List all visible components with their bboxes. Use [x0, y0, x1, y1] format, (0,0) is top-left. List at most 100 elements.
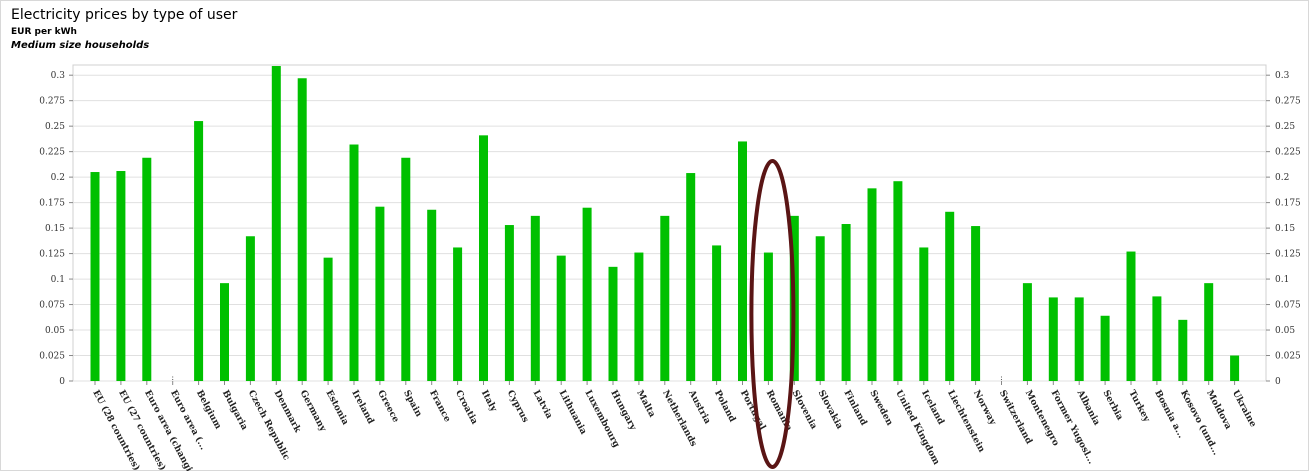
x-tick-label: Ukraine [1230, 389, 1258, 430]
bar [893, 181, 903, 381]
y-tick-label-right: 0.25 [1275, 122, 1295, 132]
bar [427, 209, 437, 381]
x-tick-label: Moldova [1204, 389, 1233, 432]
y-tick-label-right: 0.225 [1275, 148, 1301, 158]
bar [1100, 315, 1110, 381]
bar [1230, 355, 1240, 381]
x-tick-label: Iceland [919, 389, 946, 427]
bar [271, 66, 281, 382]
y-tick-label-right: 0.1 [1275, 275, 1289, 285]
y-tick-label-right: 0 [1275, 377, 1281, 387]
y-tick-label-left: 0.15 [45, 224, 65, 234]
bar [686, 173, 696, 381]
x-tick-label: Finland [841, 389, 868, 428]
bar [1204, 283, 1214, 381]
highlight-group [749, 159, 796, 469]
x-tick-label: Italy [479, 389, 499, 415]
bar [919, 247, 929, 381]
y-tick-label-right: 0.025 [1275, 352, 1301, 362]
bar [660, 215, 670, 381]
bar [349, 144, 359, 381]
bar [116, 171, 126, 381]
x-tick-label: Austria [686, 388, 713, 426]
x-tick-label: Spain [401, 389, 423, 419]
bar [1152, 296, 1162, 381]
y-tick-label-left: 0.3 [51, 71, 66, 81]
bar [867, 188, 877, 381]
y-tick-label-right: 0.275 [1275, 97, 1301, 107]
bar [608, 266, 618, 381]
bar [1126, 251, 1136, 381]
y-axis-right: 0 0.025 0.05 0.075 0.1 0.125 0.15 0.175 0.2 0.225… [1266, 71, 1301, 387]
bar [220, 283, 229, 381]
x-tick-label: Norway [971, 389, 998, 428]
y-tick-label-left: 0.05 [45, 326, 65, 336]
y-tick-label-left: 0.25 [45, 122, 65, 132]
x-tick-label: Germany [298, 389, 328, 434]
y-tick-label-left: 0.125 [39, 250, 65, 260]
bar [945, 211, 955, 381]
x-tick-label: Serbia [1100, 389, 1124, 423]
x-tick-label: EU (27 countries) [116, 388, 168, 471]
x-tick-label: Turkey [1126, 389, 1151, 425]
bar [1022, 283, 1032, 381]
y-tick-label-left: 0.275 [39, 97, 65, 107]
y-tick-label-left: 0.225 [39, 148, 65, 158]
bar [297, 78, 307, 381]
x-tick-label: Estonia [323, 389, 350, 427]
x-tick-label: Greece [375, 389, 400, 425]
x-tick-label: Croatia [453, 389, 479, 427]
bar [530, 215, 540, 381]
bar [375, 206, 385, 381]
x-tick-label: Poland [712, 389, 737, 425]
missing-value-marker: : [171, 373, 174, 382]
x-tick-label: Cyprus [505, 389, 530, 425]
bar [582, 207, 592, 381]
bar [479, 135, 488, 381]
x-tick-label: Sweden [867, 389, 894, 428]
x-tick-label: EU (28 countries) [90, 388, 142, 471]
bar [841, 224, 851, 381]
y-tick-label-right: 0.175 [1275, 199, 1301, 209]
y-tick-label-right: 0.05 [1275, 326, 1295, 336]
highlight-ellipse [749, 159, 796, 469]
x-axis-labels: EU (28 countries)EU (27 countries)Euro a… [90, 381, 1258, 471]
y-tick-label-right: 0.075 [1275, 301, 1301, 311]
x-tick-label: Lithuania [557, 389, 589, 437]
x-tick-label: Ireland [349, 389, 375, 427]
bar [142, 157, 152, 381]
bar [245, 236, 255, 381]
y-tick-label-right: 0.2 [1275, 173, 1289, 183]
y-tick-label-left: 0.175 [39, 199, 65, 209]
x-tick-label: Hungary [608, 389, 638, 433]
bar [194, 121, 204, 381]
x-tick-label: Slovenia [790, 389, 819, 432]
y-tick-label-right: 0.15 [1275, 224, 1295, 234]
bar [712, 245, 722, 381]
bar [971, 226, 981, 381]
bar [1074, 297, 1084, 381]
bar [401, 157, 411, 381]
chart-title: Electricity prices by type of user [11, 7, 238, 23]
y-tick-label-left: 0.025 [39, 352, 65, 362]
bar [763, 252, 773, 381]
y-axis-left: 0 0.025 0.05 0.075 0.1 0.125 0.15 0.175 0.2 0.225… [39, 71, 73, 387]
chart-subtitle: Medium size households [11, 40, 150, 51]
bar [815, 236, 825, 381]
x-tick-label: Albania [1074, 388, 1101, 428]
bar [634, 252, 644, 381]
bar [323, 257, 333, 381]
chart-unit: EUR per kWh [11, 27, 77, 37]
bar [504, 225, 514, 381]
x-tick-label: Slovakia [816, 389, 845, 431]
x-tick-label: Latvia [531, 389, 554, 421]
bar [738, 141, 747, 381]
y-tick-label-right: 0.3 [1275, 71, 1290, 81]
x-tick-label: Belgium [194, 389, 223, 432]
missing-value-marker: : [1000, 373, 1003, 382]
bar [556, 255, 566, 381]
y-tick-label-left: 0.1 [51, 275, 65, 285]
x-tick-label: Bulgaria [220, 389, 249, 432]
x-tick-label: France [427, 389, 452, 424]
